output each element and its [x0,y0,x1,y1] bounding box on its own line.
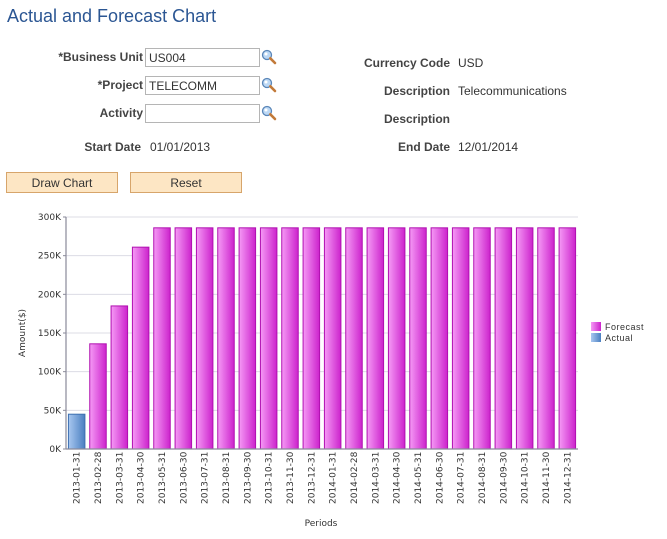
x-tick-label: 2013-10-31 [265,452,275,504]
x-tick-label: 2014-02-28 [350,451,360,504]
forecast-bar [409,227,427,450]
x-tick-label: 2013-09-30 [243,451,253,504]
activity-label: Activity [99,106,143,120]
description-value: Telecommunications [458,84,567,98]
forecast-bar [174,227,193,450]
legend-label-forecast: Forecast [605,321,645,332]
forecast-bar [217,227,235,450]
forecast-bar [387,227,406,450]
actual-forecast-bar-chart: 0K 50K 100K 150K 200K 250K 300K 2013-01-31 2013-… [18,213,578,529]
x-tick-label: 2014-04-30 [393,451,403,504]
end-date-value: 12/01/2014 [458,140,519,154]
svg-text:250K: 250K [38,252,62,262]
forecast-bar [451,227,470,450]
forecast-bar [558,227,577,450]
x-tick-label: 2013-03-31 [115,452,125,504]
actual-swatch-icon [591,333,601,342]
x-tick-label: 2014-12-31 [563,452,573,504]
business-unit-label: *Business Unit [58,50,143,64]
x-tick-label: 2013-06-30 [179,451,189,504]
svg-text:300K: 300K [38,213,62,223]
forecast-bar [366,227,385,450]
legend-item-actual: Actual [591,332,644,343]
x-tick-label: 2014-06-30 [435,451,445,504]
forecast-bar [515,227,534,450]
business-unit-input[interactable] [145,48,260,67]
reset-button[interactable]: Reset [130,172,242,193]
svg-text:200K: 200K [38,290,62,300]
start-date-label: Start Date [84,140,141,154]
chart-legend: Forecast Actual [591,321,644,343]
y-axis-title: Amount($) [18,309,28,357]
forecast-bar [323,227,342,450]
forecast-bar [238,227,257,450]
forecast-bar [302,227,321,450]
svg-text:50K: 50K [44,406,62,416]
activity-description-label: Description [383,112,450,126]
end-date-label: End Date [397,140,450,154]
x-tick-label: 2014-10-31 [521,452,531,504]
project-input[interactable] [145,76,260,95]
x-tick-label: 2013-11-30 [286,451,296,504]
forecast-bar [195,227,214,450]
x-axis-title: Periods [305,519,338,529]
x-tick-label: 2014-08-31 [478,452,488,504]
currency-code-label: Currency Code [363,56,450,70]
x-tick-label: 2014-11-30 [542,451,552,504]
forecast-bar [131,246,150,450]
forecast-bar [110,305,129,450]
forecast-bar [473,227,491,450]
forecast-bar [259,227,278,450]
x-tick-label: 2014-03-31 [371,452,381,504]
x-tick-label: 2013-05-31 [158,452,168,504]
forecast-bar [345,227,363,450]
forecast-bar [537,227,555,450]
draw-chart-button[interactable]: Draw Chart [6,172,118,193]
forecast-bar [430,227,449,450]
project-label: *Project [97,78,143,92]
legend-label-actual: Actual [605,332,634,343]
forecast-bar [281,227,299,450]
x-tick-label: 2013-12-31 [307,452,317,504]
forecast-swatch-icon [591,322,601,331]
actual-bar [67,413,86,450]
svg-text:150K: 150K [38,329,62,339]
business-unit-lookup-icon[interactable] [261,49,277,65]
forecast-bar [89,343,107,450]
legend-item-forecast: Forecast [591,321,644,332]
forecast-bar [494,227,513,450]
x-tick-label: 2013-08-31 [222,452,232,504]
x-tick-label: 2013-02-28 [94,451,104,504]
svg-text:100K: 100K [38,368,62,378]
x-tick-label: 2014-01-31 [329,452,339,504]
forecast-bar [153,227,171,450]
currency-code-value: USD [458,56,484,70]
x-tick-label: 2014-07-31 [457,452,467,504]
x-tick-label: 2014-09-30 [499,451,509,504]
page-title: Actual and Forecast Chart [7,6,217,26]
x-tick-label: 2013-01-31 [73,452,83,504]
x-tick-label: 2013-04-30 [137,451,147,504]
project-lookup-icon[interactable] [261,77,277,93]
activity-input[interactable] [145,104,260,123]
start-date-value: 01/01/2013 [150,140,211,154]
description-label: Description [383,84,450,98]
svg-text:0K: 0K [49,445,62,455]
x-tick-label: 2013-07-31 [201,452,211,504]
x-tick-label: 2014-05-31 [414,452,424,504]
activity-lookup-icon[interactable] [261,105,277,121]
